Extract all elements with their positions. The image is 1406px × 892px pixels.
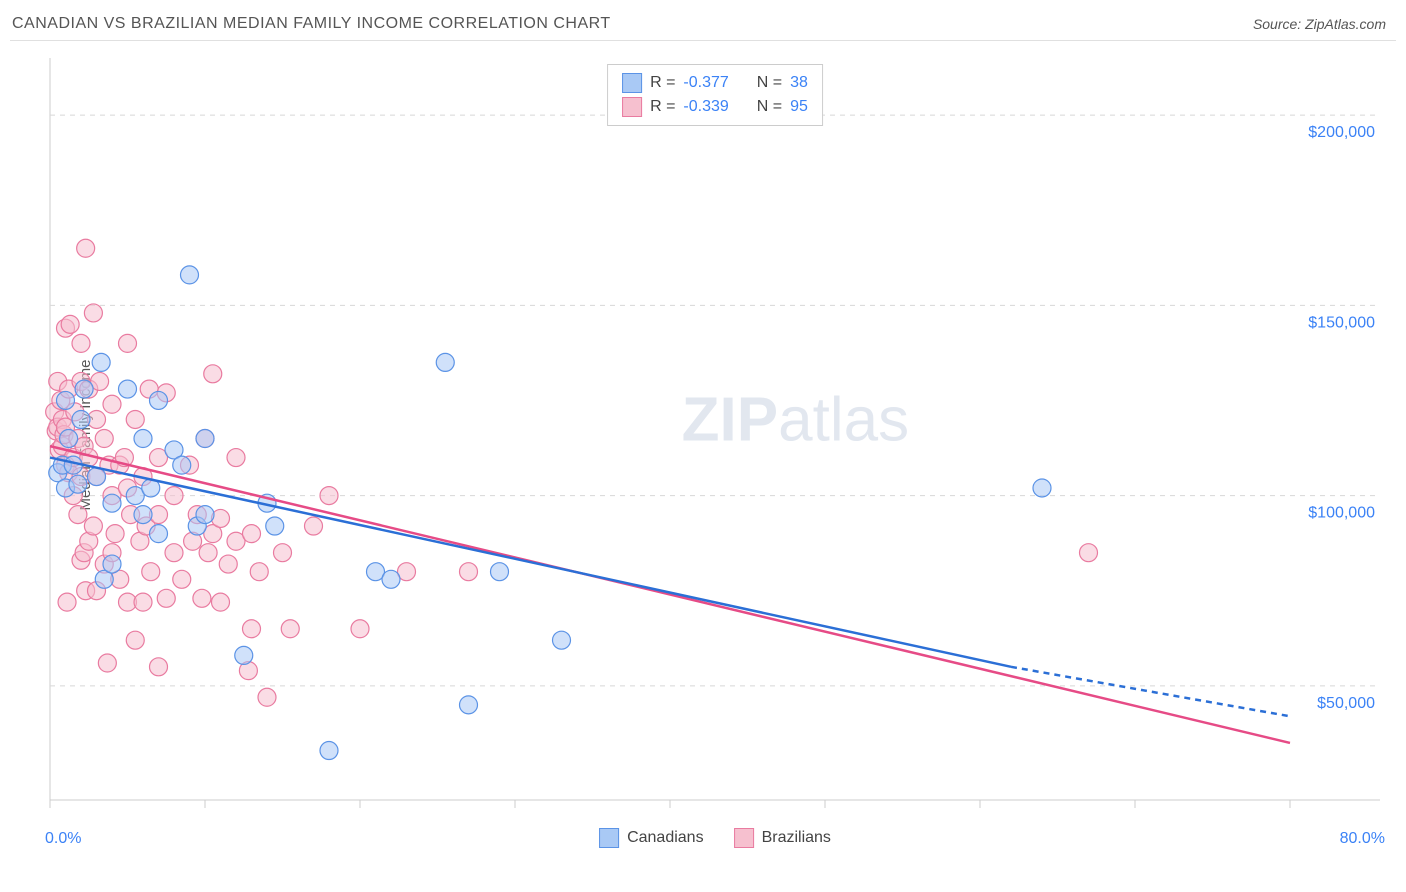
stat-r-label: R = (650, 74, 675, 92)
svg-text:$50,000: $50,000 (1317, 695, 1375, 712)
legend-swatch-icon (622, 97, 642, 117)
x-axis-max-label: 80.0% (1340, 830, 1385, 848)
legend-swatch-icon (734, 828, 754, 848)
chart-source: Source: ZipAtlas.com (1253, 16, 1386, 32)
stat-r-value: -0.339 (683, 98, 728, 116)
legend-swatch-icon (599, 828, 619, 848)
chart-title: CANADIAN VS BRAZILIAN MEDIAN FAMILY INCO… (12, 15, 611, 33)
legend-item: Brazilians (734, 828, 831, 848)
stat-n-value: 95 (790, 98, 808, 116)
series-legend: Canadians Brazilians (599, 828, 831, 848)
chart-area: Median Family Income $50,000$100,000$150… (45, 50, 1385, 820)
stat-n-value: 38 (790, 74, 808, 92)
scatter-plot: $50,000 $100,000 $150,000 $200,000 (45, 50, 1385, 820)
svg-text:$200,000: $200,000 (1308, 124, 1375, 141)
stat-n-label: N = (757, 98, 782, 116)
stats-legend: R = -0.377 N = 38 R = -0.339 N = 95 (607, 64, 823, 126)
stat-r-value: -0.377 (683, 74, 728, 92)
legend-label: Brazilians (762, 829, 831, 847)
stat-n-label: N = (757, 74, 782, 92)
stat-r-label: R = (650, 98, 675, 116)
chart-header: CANADIAN VS BRAZILIAN MEDIAN FAMILY INCO… (0, 0, 1406, 40)
svg-text:$100,000: $100,000 (1308, 505, 1375, 522)
stats-legend-row: R = -0.339 N = 95 (622, 95, 808, 119)
svg-text:$150,000: $150,000 (1308, 314, 1375, 331)
stats-legend-row: R = -0.377 N = 38 (622, 71, 808, 95)
legend-label: Canadians (627, 829, 704, 847)
legend-swatch-icon (622, 73, 642, 93)
x-axis-min-label: 0.0% (45, 830, 81, 848)
legend-item: Canadians (599, 828, 704, 848)
chart-container: CANADIAN VS BRAZILIAN MEDIAN FAMILY INCO… (0, 0, 1406, 892)
header-divider (10, 40, 1396, 41)
